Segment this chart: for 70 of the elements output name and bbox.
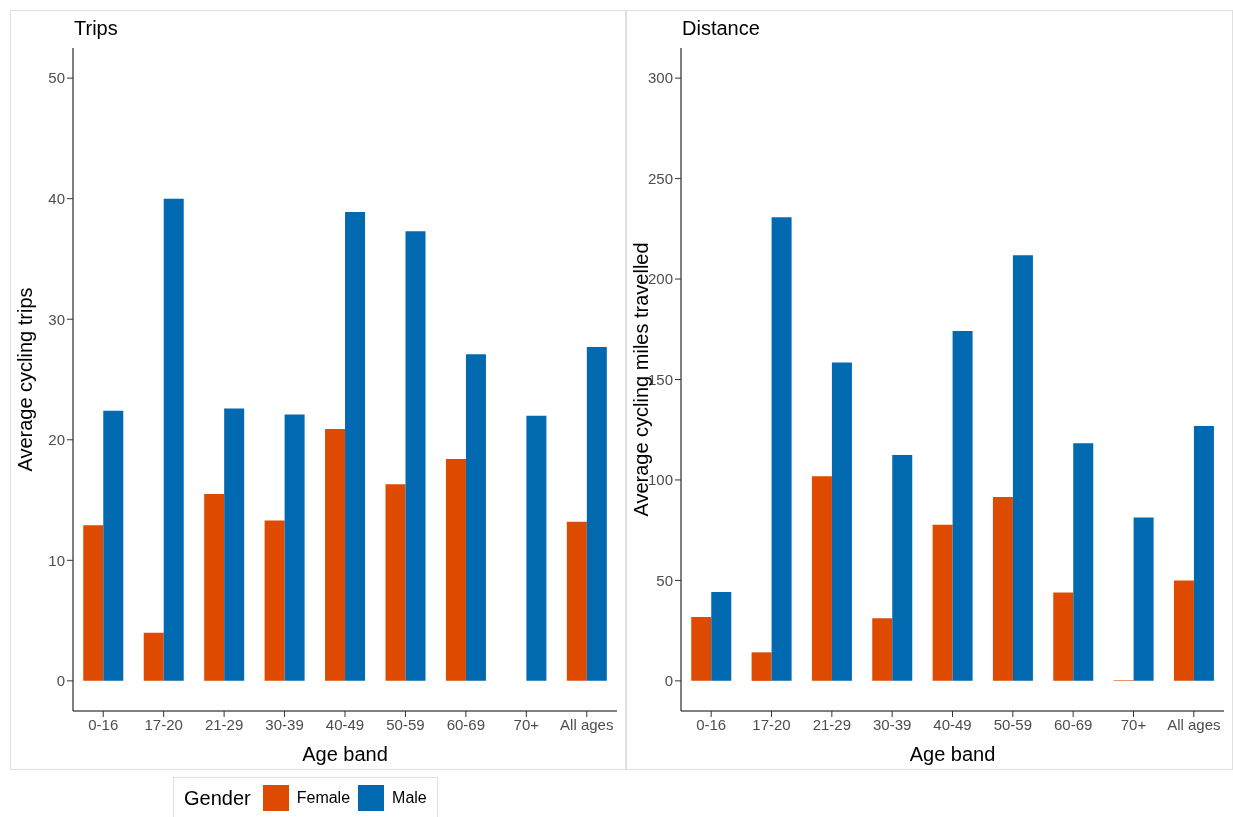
bar	[284, 414, 305, 681]
bar	[103, 410, 124, 681]
bar	[932, 524, 953, 681]
bar	[751, 652, 772, 681]
y-tick-label: 0	[56, 672, 65, 690]
y-tick-label: 40	[48, 190, 65, 208]
x-tick-label: 60-69	[446, 715, 486, 733]
bar	[831, 362, 852, 681]
legend-label: Male	[392, 789, 427, 807]
y-tick-label: 50	[48, 69, 65, 87]
x-tick-label: 30-39	[265, 715, 304, 733]
bar	[345, 211, 366, 681]
bar	[566, 521, 587, 681]
x-axis-title: Age band	[302, 743, 388, 765]
bar	[163, 198, 184, 681]
bar	[204, 494, 225, 681]
x-tick-label: 21-29	[812, 715, 852, 733]
x-tick-label: 50-59	[386, 715, 425, 733]
y-tick-label: 50	[656, 571, 673, 589]
bar	[1173, 580, 1194, 681]
y-tick-label: 300	[647, 69, 673, 87]
bar	[586, 346, 607, 681]
bar	[952, 330, 973, 681]
bar	[465, 354, 486, 681]
bar	[1133, 517, 1154, 681]
bar	[325, 428, 346, 681]
bar	[224, 408, 245, 681]
chart-title: Distance	[682, 17, 760, 40]
bar	[526, 415, 547, 681]
y-tick-label: 10	[48, 551, 65, 569]
bar	[771, 217, 792, 681]
x-tick-label: All ages	[1167, 715, 1221, 733]
x-tick-label: All ages	[560, 715, 614, 733]
bar	[1073, 443, 1094, 681]
x-tick-label: 60-69	[1053, 715, 1093, 733]
x-tick-label: 30-39	[872, 715, 912, 733]
x-tick-label: 21-29	[204, 715, 244, 733]
legend-title: Gender	[184, 786, 251, 810]
bar	[892, 455, 913, 681]
x-tick-label: 17-20	[752, 715, 791, 733]
bar	[264, 520, 285, 681]
x-tick-label: 70+	[513, 715, 540, 733]
x-tick-label: 50-59	[993, 715, 1033, 733]
bar	[385, 484, 406, 681]
bar	[992, 497, 1013, 681]
chart-title: Trips	[74, 17, 118, 40]
bar	[1053, 592, 1074, 681]
x-tick-label: 70+	[1120, 715, 1147, 733]
bar	[811, 476, 832, 681]
y-tick-label: 30	[48, 310, 65, 328]
bar	[872, 618, 893, 681]
x-axis-title: Age band	[909, 743, 996, 765]
y-axis-title: Average cycling trips	[14, 287, 37, 472]
x-tick-label: 40-49	[325, 715, 365, 733]
bar	[445, 459, 466, 681]
x-tick-label: 0-16	[88, 715, 119, 733]
bar	[405, 231, 426, 681]
bar	[143, 632, 164, 681]
bar	[1012, 255, 1033, 681]
bar	[1193, 426, 1214, 681]
bar	[691, 616, 712, 681]
y-tick-label: 250	[647, 169, 673, 187]
x-tick-label: 0-16	[696, 715, 727, 733]
bar	[711, 592, 732, 681]
legend-label: Female	[296, 789, 351, 807]
x-tick-label: 40-49	[933, 715, 972, 733]
y-tick-label: 20	[48, 431, 65, 449]
bar	[83, 525, 104, 681]
y-tick-label: 0	[664, 672, 673, 690]
x-tick-label: 17-20	[144, 715, 183, 733]
